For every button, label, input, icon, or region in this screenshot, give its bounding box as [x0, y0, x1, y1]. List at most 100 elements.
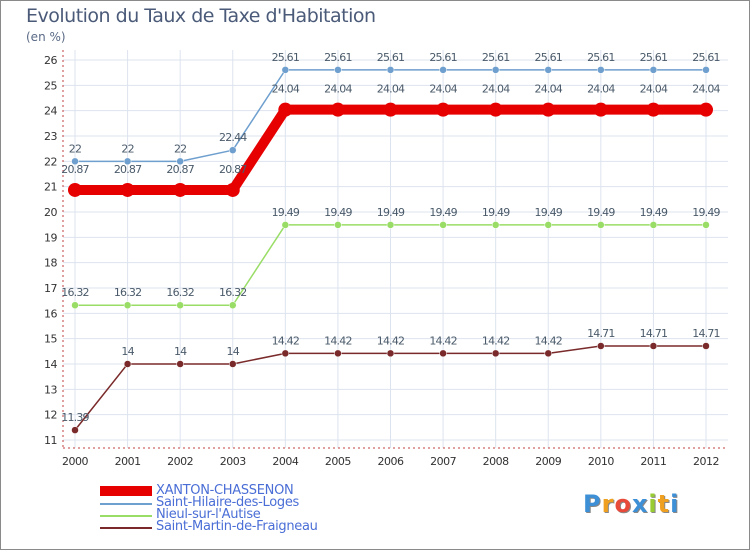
x-tick-label: 2001: [115, 455, 141, 468]
data-point: [281, 221, 290, 229]
data-label: 14.42: [535, 334, 563, 347]
data-point: [229, 146, 237, 154]
data-label: 24.04: [272, 83, 300, 96]
data-label: 22.44: [219, 131, 247, 144]
data-label: 16.32: [114, 286, 142, 299]
data-label: 19.49: [377, 206, 405, 219]
data-point: [702, 221, 710, 229]
data-point: [649, 342, 658, 350]
data-point: [120, 182, 135, 197]
data-point: [488, 102, 503, 117]
data-label: 14.42: [377, 334, 405, 347]
data-point: [229, 360, 237, 368]
x-tick-label: 2012: [693, 455, 719, 468]
chart-subtitle: (en %): [26, 30, 66, 44]
data-label: 14.42: [482, 334, 510, 347]
y-tick-label: 11: [44, 434, 57, 447]
x-tick-label: 2002: [167, 455, 193, 468]
data-point: [597, 221, 605, 229]
data-label: 16.32: [166, 286, 194, 299]
data-label: 22: [174, 142, 186, 155]
y-tick-label: 23: [44, 130, 57, 143]
data-point: [71, 157, 79, 166]
data-point: [225, 182, 240, 197]
data-point: [281, 66, 290, 74]
legend-label: Saint-Hilaire-des-Loges: [156, 495, 299, 510]
data-point: [386, 66, 395, 74]
y-tick-label: 12: [44, 409, 57, 422]
data-label: 25.61: [272, 51, 300, 64]
data-label: 14: [227, 345, 240, 358]
legend-label: XANTON-CHASSENON: [156, 483, 294, 498]
y-tick-label: 25: [44, 79, 57, 92]
data-point: [649, 221, 658, 229]
x-tick-label: 2007: [430, 455, 456, 468]
legend-swatch: [100, 515, 152, 517]
data-label: 19.49: [640, 206, 668, 219]
data-label: 19.49: [535, 206, 563, 219]
y-tick-label: 19: [44, 231, 57, 244]
data-label: 24.04: [692, 83, 720, 96]
data-label: 14: [121, 345, 134, 358]
data-label: 11.39: [61, 411, 89, 424]
y-tick-label: 20: [44, 206, 57, 219]
data-point: [278, 102, 293, 117]
data-point: [176, 301, 184, 309]
data-label: 24.04: [587, 83, 615, 96]
data-point: [491, 66, 500, 74]
data-point: [593, 102, 608, 117]
x-tick-label: 2006: [378, 455, 404, 468]
proxiti-logo: Proxiti: [583, 490, 679, 518]
data-point: [229, 301, 237, 309]
data-label: 19.49: [272, 206, 300, 219]
data-point: [597, 342, 605, 350]
data-point: [702, 66, 710, 74]
data-label: 20.87: [166, 163, 194, 176]
grid-lines: [63, 50, 728, 448]
y-tick-label: 24: [44, 105, 57, 118]
data-label: 20.87: [219, 163, 247, 176]
data-point: [646, 102, 661, 117]
y-tick-label: 15: [44, 333, 57, 346]
data-point: [334, 349, 342, 358]
data-label: 22: [121, 142, 133, 155]
data-point: [123, 360, 132, 368]
legend-swatch: [100, 503, 152, 505]
data-point: [71, 426, 79, 434]
logo-letter: P: [583, 490, 602, 518]
data-point: [386, 349, 395, 358]
data-point: [330, 102, 345, 117]
data-label: 25.61: [429, 51, 457, 64]
data-label: 14.71: [640, 327, 668, 340]
data-label: 19.49: [482, 206, 510, 219]
y-tick-label: 26: [44, 54, 57, 67]
data-point: [597, 66, 605, 74]
data-label: 22: [69, 142, 81, 155]
data-label: 20.87: [114, 163, 142, 176]
data-point: [123, 157, 132, 166]
logo-letter: i: [648, 490, 658, 518]
data-point: [334, 66, 342, 74]
data-label: 14.42: [324, 334, 352, 347]
data-label: 25.61: [377, 51, 405, 64]
data-point: [383, 102, 398, 117]
series-group: [68, 66, 713, 434]
data-label: 24.04: [640, 83, 668, 96]
data-point: [334, 221, 342, 229]
data-point: [544, 221, 552, 229]
data-label: 20.87: [61, 163, 89, 176]
data-point: [173, 182, 188, 197]
data-point: [176, 157, 184, 166]
logo-letter: t: [657, 490, 671, 518]
data-point: [439, 66, 447, 74]
y-tick-label: 22: [44, 155, 57, 168]
legend-label: Saint-Martin-de-Fraigneau: [156, 519, 318, 534]
data-label: 14.42: [429, 334, 457, 347]
data-label: 14.71: [692, 327, 720, 340]
data-label: 19.49: [692, 206, 720, 219]
logo-letter: o: [614, 490, 632, 518]
data-label: 24.04: [324, 83, 352, 96]
x-tick-label: 2008: [483, 455, 509, 468]
data-point: [699, 102, 713, 117]
data-label: 19.49: [324, 206, 352, 219]
